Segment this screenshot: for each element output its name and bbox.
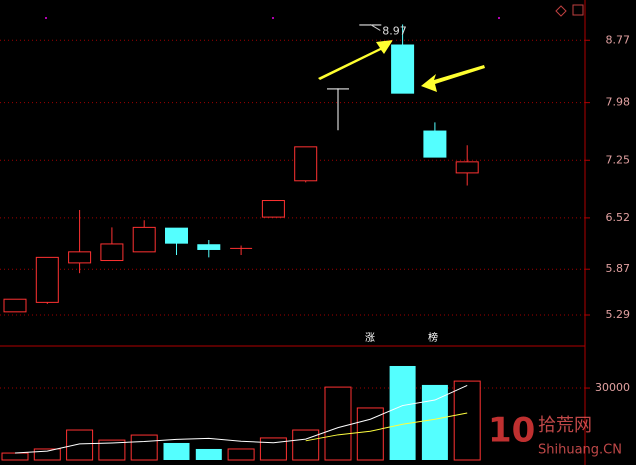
candle-body [68, 251, 92, 264]
y-tick-label: 8.77 [606, 33, 631, 46]
y-tick-label: 5.29 [606, 308, 631, 321]
volume-bar [98, 439, 126, 461]
volume-bar [292, 429, 320, 461]
volume-bar [421, 384, 448, 460]
volume-bar [66, 429, 94, 461]
volume-bar [453, 380, 481, 461]
volume-bar [389, 365, 416, 460]
volume-bar [227, 448, 255, 461]
candle-body [35, 256, 59, 303]
volume-bar [33, 448, 61, 461]
volume-bar [1, 452, 29, 461]
volume-bar [195, 448, 222, 460]
candle-body [391, 44, 415, 94]
volume-bar [324, 386, 352, 461]
max-pointer [370, 24, 381, 31]
y-tick-label: 5.87 [606, 262, 631, 275]
candle-body [3, 298, 27, 313]
y-tick-label: 30000 [595, 381, 630, 394]
watermark-name: 拾荒网 [538, 415, 592, 436]
volume-bar [356, 407, 384, 461]
candle-body [100, 243, 124, 262]
candle-body [165, 227, 188, 244]
candle-body [327, 88, 349, 90]
volume-bar [130, 434, 158, 461]
volume-bar [163, 442, 190, 460]
watermark-site: Shihuang.CN [538, 443, 622, 458]
y-tick-label: 7.98 [606, 96, 631, 109]
candle-body [132, 226, 156, 253]
y-tick-label: 6.52 [606, 211, 631, 224]
tag-label: 榜 [428, 331, 438, 344]
candle-body [294, 146, 318, 182]
diamond-icon[interactable] [555, 5, 567, 17]
moving-average-line [305, 412, 468, 442]
y-tick-label: 7.25 [606, 153, 631, 166]
candle-body [455, 161, 479, 174]
candle-body [230, 247, 253, 249]
max-label: 8.97 [382, 24, 407, 37]
watermark-logo: 10 [488, 411, 535, 451]
moving-average-line [14, 384, 468, 454]
watermark: 10 拾荒网 Shihuang.CN [488, 411, 622, 458]
candle-body [423, 130, 447, 158]
volume-bar [259, 437, 287, 461]
top-dots [45, 17, 500, 19]
tag-label: 涨 [365, 332, 375, 344]
arrows [318, 40, 485, 92]
candle-body [197, 244, 221, 250]
window-button[interactable] [572, 4, 584, 16]
candle-body [261, 200, 285, 218]
